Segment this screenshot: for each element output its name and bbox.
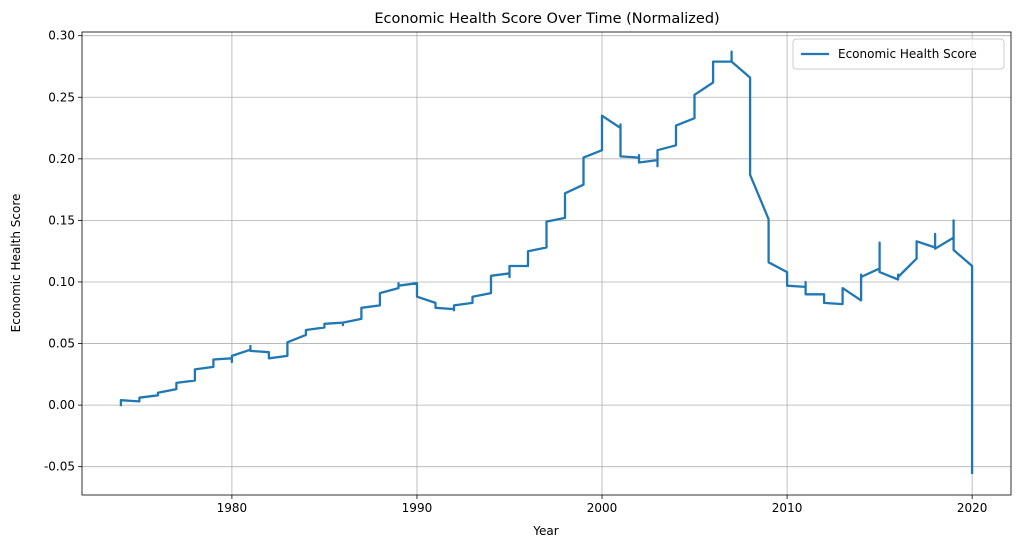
legend: Economic Health Score [792,38,1005,70]
y-tick-label: 0.05 [48,337,75,351]
y-tick-label: 0.00 [48,398,75,412]
chart-title: Economic Health Score Over Time (Normali… [374,11,719,27]
x-tick-label: 1990 [402,501,433,515]
y-tick-label: 0.15 [48,213,75,227]
y-tick-label: 0.10 [48,275,75,289]
y-tick-label: -0.05 [44,460,75,474]
plot-frame [81,31,1012,496]
series-layer [119,50,974,474]
y-tick-label: 0.25 [48,90,75,104]
x-axis-title: Year [532,524,558,538]
y-tick-label: 0.30 [48,29,75,43]
legend-box [792,38,1005,70]
y-axis-title: Economic Health Score [9,194,23,333]
y-tick-label: 0.20 [48,152,75,166]
x-tick-label: 2020 [957,501,988,515]
x-tick-label: 2000 [587,501,618,515]
gridlines [82,32,1011,495]
axis-ticks: 1980 1990 2000 2010 2020 -0.05 0.00 0.05 0.10 0.1… [44,29,987,515]
legend-label: Economic Health Score [838,47,977,61]
series-line [119,50,974,474]
x-tick-label: 2010 [772,501,803,515]
x-tick-label: 1980 [217,501,248,515]
